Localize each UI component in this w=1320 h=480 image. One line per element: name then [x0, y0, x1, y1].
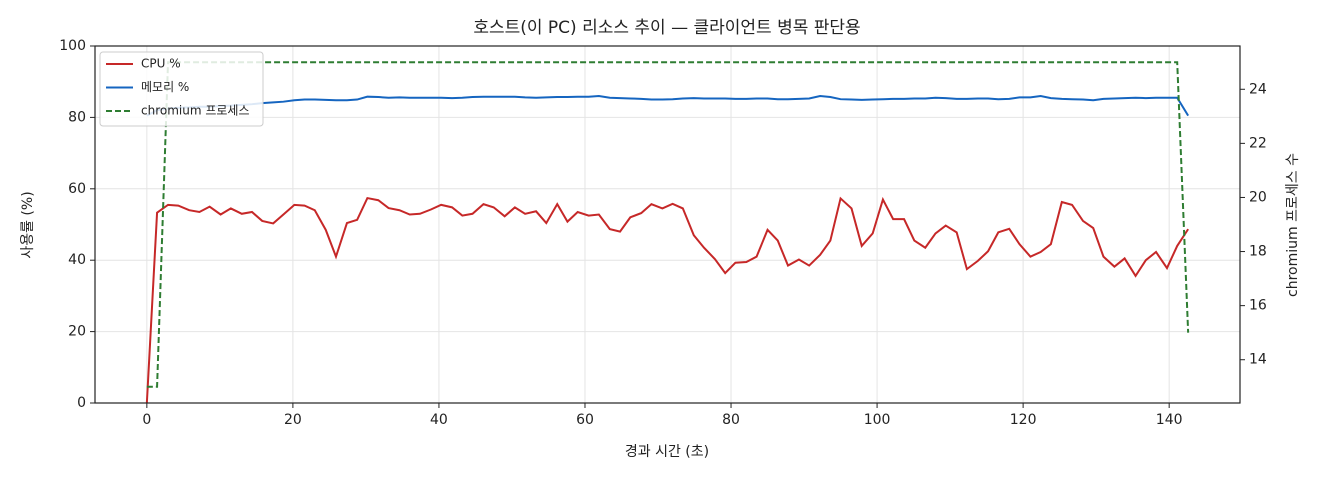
legend-label: CPU % — [141, 57, 181, 71]
x-tick-label: 140 — [1156, 412, 1183, 428]
series-line — [145, 196, 1189, 404]
plot-frame — [94, 45, 1241, 404]
x-tick-label: 40 — [430, 412, 448, 428]
y2-tick-label: 20 — [1249, 189, 1267, 205]
x-tick-label: 60 — [576, 412, 594, 428]
y2-tick-label: 16 — [1249, 298, 1267, 314]
x-tick-label: 20 — [284, 412, 302, 428]
y2-axis-label: chromium 프로세스 수 — [1285, 153, 1301, 297]
legend-label: chromium 프로세스 — [141, 104, 250, 118]
legend-label: 메모리 % — [141, 80, 189, 94]
y2-tick-label: 24 — [1249, 81, 1267, 97]
x-tick-label: 120 — [1010, 412, 1037, 428]
legend: CPU % 메모리 % chromium 프로세스 — [99, 51, 264, 127]
y-tick-label: 20 — [68, 324, 86, 340]
y-tick-label: 80 — [68, 109, 86, 125]
y-tick-label: 0 — [77, 395, 86, 411]
x-axis-label: 경과 시간 (초) — [625, 444, 709, 460]
y2-tick-label: 18 — [1249, 244, 1267, 260]
x-tick-label: 0 — [142, 412, 151, 428]
y2-tick-label: 14 — [1249, 352, 1267, 368]
x-tick-label: 80 — [722, 412, 740, 428]
y-tick-label: 100 — [59, 38, 86, 54]
y-tick-label: 60 — [68, 181, 86, 197]
x-tick-label: 100 — [864, 412, 891, 428]
y-tick-label: 40 — [68, 252, 86, 268]
y-axis-label: 사용률 (%) — [20, 191, 36, 258]
y2-tick-label: 22 — [1249, 135, 1267, 151]
legend-frame — [99, 51, 264, 127]
series-line — [146, 61, 1190, 388]
chart-title: 호스트(이 PC) 리소스 추이 — 클라이언트 병목 판단용 — [473, 18, 860, 38]
series-line — [146, 94, 1190, 117]
